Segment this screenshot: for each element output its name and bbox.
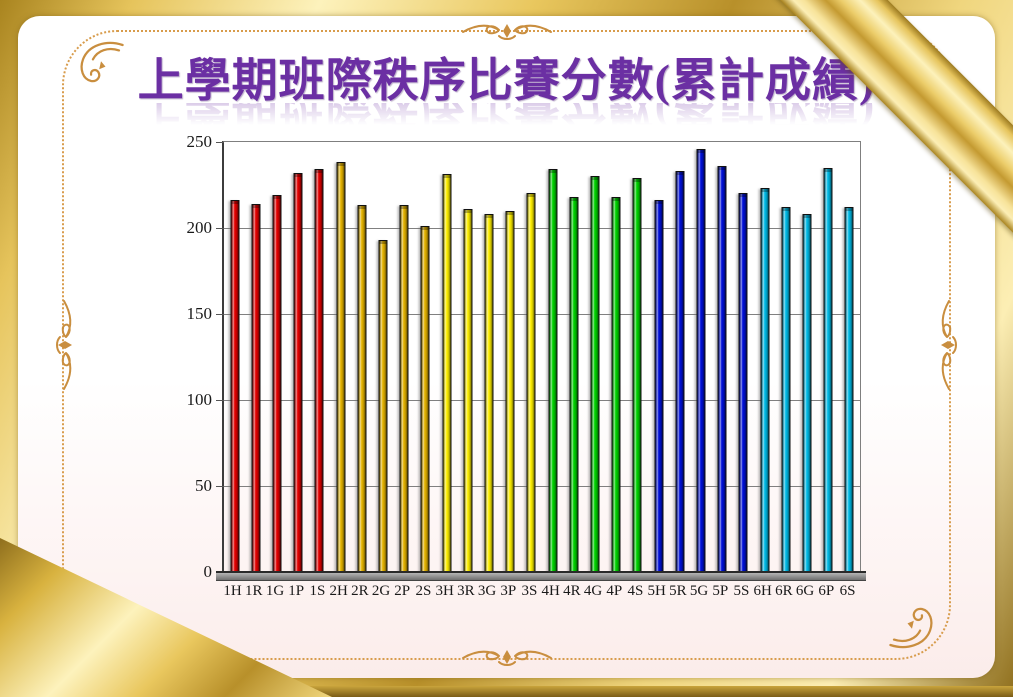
bar-3G (484, 213, 494, 572)
y-tick-label-250: 250 (186, 132, 213, 151)
x-tick-label-1S: 1S (309, 583, 326, 599)
x-tick-label-2P: 2P (394, 583, 411, 599)
x-tick-label-6G: 6G (795, 583, 815, 599)
bar-5S (738, 193, 748, 572)
bar-6G (802, 213, 812, 572)
x-tick-label-6P: 6P (818, 583, 835, 599)
x-tick-label-3S: 3S (521, 583, 538, 599)
x-tick-label-4S: 4S (627, 583, 644, 599)
x-tick-label-5S: 5S (733, 583, 750, 599)
x-tick-label-2R: 2R (351, 583, 369, 599)
bar-6H (760, 188, 770, 572)
bar-6S (844, 207, 854, 572)
bar-5R (675, 170, 685, 572)
gridline-150 (224, 314, 860, 315)
bar-1S (314, 169, 324, 572)
bar-4H (548, 169, 558, 572)
bar-5P (717, 165, 727, 572)
y-tick-label-200: 200 (186, 218, 213, 237)
y-tick-label-100: 100 (186, 390, 213, 409)
page-title: 上學期班際秩序比賽分數(累計成績) (137, 55, 876, 106)
y-tick-50 (216, 486, 224, 487)
x-tick-label-4G: 4G (583, 583, 603, 599)
x-tick-label-1H: 1H (223, 583, 242, 599)
bar-2R (357, 205, 367, 572)
bar-3P (505, 210, 515, 572)
x-tick-label-1R: 1R (245, 583, 263, 599)
x-tick-label-5H: 5H (647, 583, 666, 599)
bar-2H (336, 162, 346, 572)
gridline-200 (224, 228, 860, 229)
x-tick-label-4H: 4H (541, 583, 560, 599)
bar-6R (781, 207, 791, 572)
plot-area: 0 50 100 150 200 250 (187, 132, 861, 581)
x-tick-label-2S: 2S (415, 583, 432, 599)
y-tick-label-150: 150 (186, 304, 213, 323)
y-tick-label-50: 50 (195, 476, 212, 495)
x-tick-label-1G: 1G (265, 583, 285, 599)
x-tick-label-5R: 5R (669, 583, 687, 599)
bar-4R (569, 196, 579, 572)
x-tick-label-2G: 2G (371, 583, 391, 599)
bar-4S (632, 177, 642, 572)
bar-3H (442, 174, 452, 572)
bar-3R (463, 208, 473, 572)
bar-1G (272, 195, 282, 572)
bar-1P (293, 172, 303, 572)
x-tick-label-5G: 5G (689, 583, 709, 599)
bar-2S (420, 226, 430, 572)
x-tick-label-2H: 2H (329, 583, 348, 599)
bar-3S (526, 193, 536, 572)
bar-5G (696, 148, 706, 572)
x-axis-labels: 1H 1R 1G 1P 1S 2H 2R 2G 2P 2S 3H 3R 3G 3P 3S 4H 4R 4G 4P 4S… (222, 583, 858, 600)
bar-5H (654, 200, 664, 572)
gridline-100 (224, 400, 860, 401)
bar-2P (399, 205, 409, 572)
x-axis-floor (216, 571, 866, 581)
y-tick-100 (216, 400, 224, 401)
bar-chart: 0 50 100 150 200 250 1H 1R 1G 1P 1S 2H 2R 2G 2P 2S 3H 3R… (18, 16, 995, 678)
x-tick-label-5P: 5P (712, 583, 729, 599)
slide-card: 上學期班際秩序比賽分數(累計成績) 上學期班際秩序比賽分數(累計成績) 0 50 1… (18, 16, 995, 678)
bar-6P (823, 167, 833, 572)
gridline-50 (224, 486, 860, 487)
bar-4G (590, 176, 600, 572)
x-tick-label-3G: 3G (477, 583, 497, 599)
page-title-reflection: 上學期班際秩序比賽分數(累計成績) (137, 102, 876, 137)
x-tick-label-6S: 6S (839, 583, 856, 599)
x-tick-label-3P: 3P (500, 583, 517, 599)
y-tick-250 (216, 142, 224, 143)
x-tick-label-4R: 4R (563, 583, 581, 599)
slide-title-block: 上學期班際秩序比賽分數(累計成績) 上學期班際秩序比賽分數(累計成績) (18, 55, 995, 137)
x-tick-label-1P: 1P (288, 583, 305, 599)
y-tick-200 (216, 228, 224, 229)
x-tick-label-3H: 3H (435, 583, 454, 599)
bar-1R (251, 203, 261, 572)
bar-1H (230, 200, 240, 572)
y-tick-label-0: 0 (203, 562, 213, 581)
x-tick-label-6R: 6R (775, 583, 793, 599)
bar-2G (378, 239, 388, 572)
x-tick-label-6H: 6H (753, 583, 772, 599)
x-tick-label-4P: 4P (606, 583, 623, 599)
gold-frame-bottom-edge (0, 686, 1013, 697)
y-tick-150 (216, 314, 224, 315)
bar-4P (611, 196, 621, 572)
x-tick-label-3R: 3R (457, 583, 475, 599)
